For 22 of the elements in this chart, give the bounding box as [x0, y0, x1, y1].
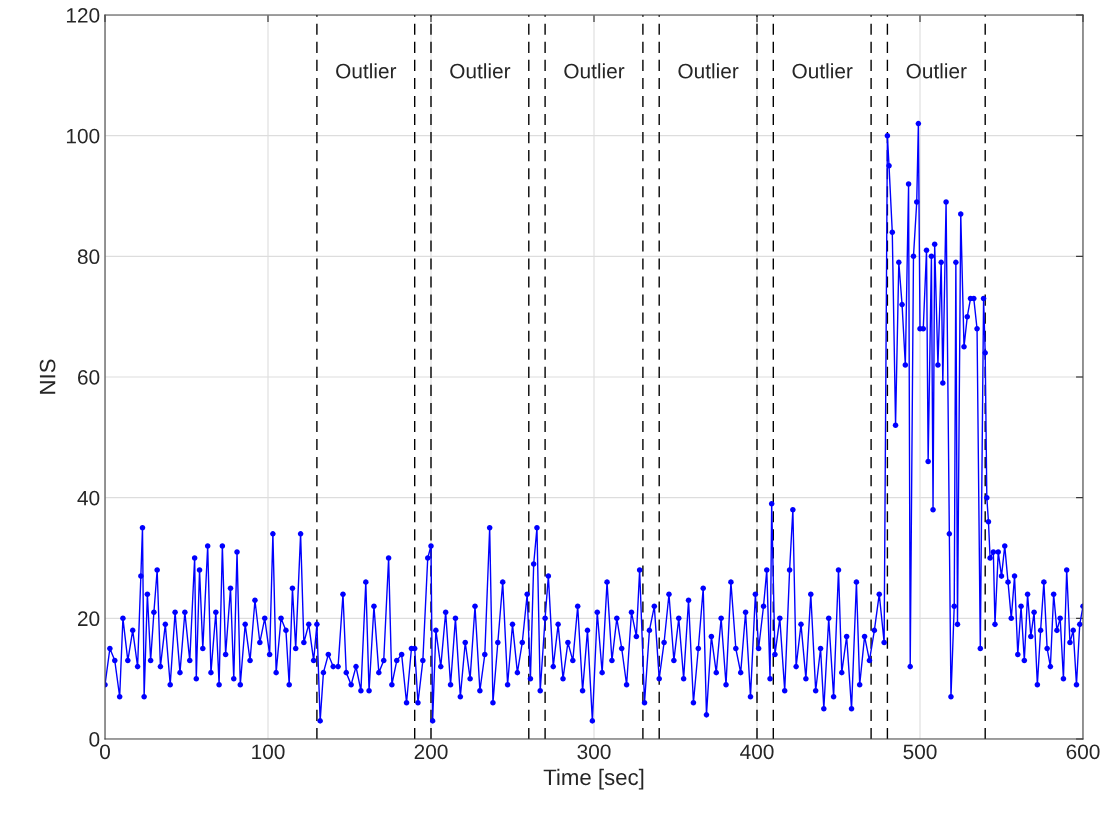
annotation: Outlier: [678, 63, 739, 79]
x-tick-label: 300: [577, 744, 611, 760]
annotation: Outlier: [792, 63, 853, 79]
x-tick-label: 500: [903, 744, 937, 760]
y-tick-label: 40: [77, 490, 100, 506]
y-tick-label: 0: [89, 732, 100, 747]
annotation: Outlier: [450, 63, 511, 79]
x-tick-label: 0: [100, 744, 110, 760]
x-tick-label: 200: [414, 744, 448, 760]
annotation: Outlier: [906, 63, 967, 79]
y-tick-label: 60: [78, 370, 100, 385]
y-tick-label: 80: [77, 249, 100, 265]
y-axis-title: NIS: [39, 359, 56, 394]
y-tick-label: 20: [78, 611, 100, 627]
x-tick-label: 600: [1066, 744, 1100, 760]
x-tick-label: 400: [740, 744, 774, 760]
annotation: Outlier: [564, 63, 625, 79]
y-tick-label: 120: [66, 8, 100, 23]
x-axis-title: Time [sec]: [543, 768, 644, 790]
y-tick-label: 100: [66, 128, 100, 144]
x-tick-label: 100: [252, 744, 285, 760]
annotation: Outlier: [336, 63, 397, 79]
